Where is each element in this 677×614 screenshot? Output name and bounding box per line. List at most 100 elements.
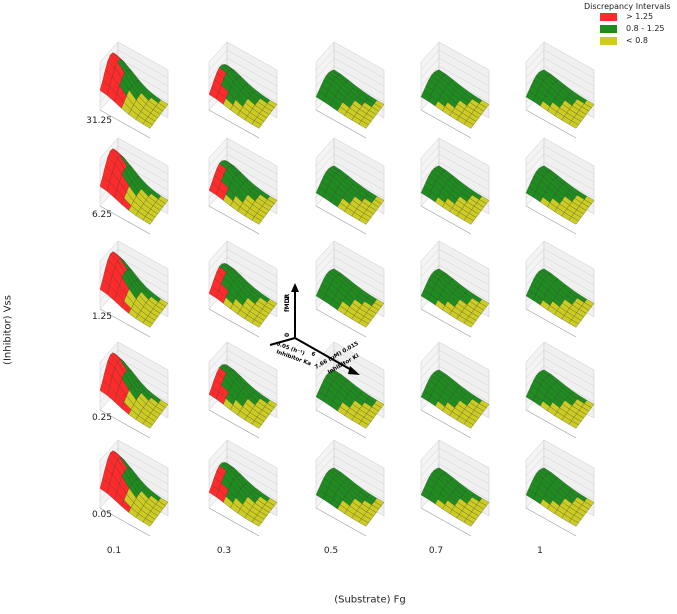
gridline [525,57,595,87]
surface-plot-r2-c1 [208,240,278,338]
legend-swatch-red [600,13,617,21]
inset-ki-arrow [348,366,360,375]
surface-plot-r0-c0 [99,41,169,139]
inset-ki-axis [294,337,356,373]
surface-patch [142,420,153,429]
gridline [420,49,490,79]
gridline [99,349,169,379]
y-axis-title: (Inhibitor) Vss [2,295,14,365]
floor-axis [99,507,151,537]
row-label-0-05: 0.05 [91,510,112,520]
surface-plot-r1-c2 [315,137,385,235]
gridline [525,447,595,477]
floor-axis [208,109,260,139]
surface-patch [251,518,262,527]
gridline [420,463,490,493]
surface-plot-r2-c4 [525,240,595,338]
surface-plot-r1-c3 [420,137,490,235]
floor-axis [315,409,367,439]
surface-plot-r0-c4 [525,41,595,139]
floor-axis [525,109,577,139]
gridline [525,161,595,191]
floor-axis [420,109,472,139]
legend-label-mid: 0.8 - 1.25 [626,24,665,33]
gridline [525,357,595,387]
inset-z-label: fMDR [284,293,291,312]
gridline [420,455,490,485]
floor-axis [420,409,472,439]
gridline [420,248,490,278]
surface-patch [568,518,579,527]
gridline [315,65,385,95]
gridline [315,49,385,79]
floor-axis [525,409,577,439]
surface-patch [568,120,579,129]
surface-plot-r0-c3 [420,41,490,139]
gridline [525,145,595,175]
gridline [315,57,385,87]
surface-patch [463,319,474,328]
floor-axis [99,205,151,235]
gridline [99,248,169,278]
gridline [99,145,169,175]
surface-plot-r3-c3 [420,341,490,439]
surface-patch [358,420,369,429]
floor-axis [525,205,577,235]
gridline [315,349,385,379]
surface-plot-r4-c3 [420,439,490,537]
gridline [420,256,490,286]
surface-patch [142,216,153,225]
gridline [99,49,169,79]
x-axis-title: (Substrate) Fg [334,594,406,606]
surface-plot-r3-c2 [315,341,385,439]
surface-plot-r4-c1 [208,439,278,537]
surface-plot-r4-c4 [525,439,595,537]
inset-z-arrow [291,283,299,292]
gridline [315,264,385,294]
gridline [208,153,278,183]
floor-axis [99,308,151,338]
gridline [525,455,595,485]
surface-patch [463,120,474,129]
surface-patch [568,420,579,429]
gridline [208,455,278,485]
gridline [525,349,595,379]
gridline [525,365,595,395]
gridline [99,447,169,477]
surface-patch [463,420,474,429]
gridline [525,256,595,286]
surface-patch [463,216,474,225]
gridline [315,153,385,183]
floor-axis [315,308,367,338]
gridline [525,264,595,294]
surface-patch [142,120,153,129]
surface-plot-r1-c4 [525,137,595,235]
legend-swatch-green [600,25,617,33]
floor-axis [525,507,577,537]
legend-swatch-yellow [600,37,617,45]
gridline [420,264,490,294]
floor-axis [315,507,367,537]
gridline [525,49,595,79]
surface-plot-r4-c0 [99,439,169,537]
surface-patch [251,420,262,429]
gridline [525,248,595,278]
surface-plot-r1-c1 [208,137,278,235]
col-label-0-7: 0.7 [428,546,444,556]
floor-axis [99,109,151,139]
floor-axis [315,205,367,235]
floor-axis [420,308,472,338]
row-label-0-25: 0.25 [91,413,112,423]
surface-patch [251,319,262,328]
gridline [208,447,278,477]
floor-axis [208,308,260,338]
gridline [315,161,385,191]
surface-patch [568,319,579,328]
gridline [525,463,595,493]
surface-patch [358,319,369,328]
gridline [420,57,490,87]
surface-patch [358,216,369,225]
gridline [315,357,385,387]
gridline [315,455,385,485]
